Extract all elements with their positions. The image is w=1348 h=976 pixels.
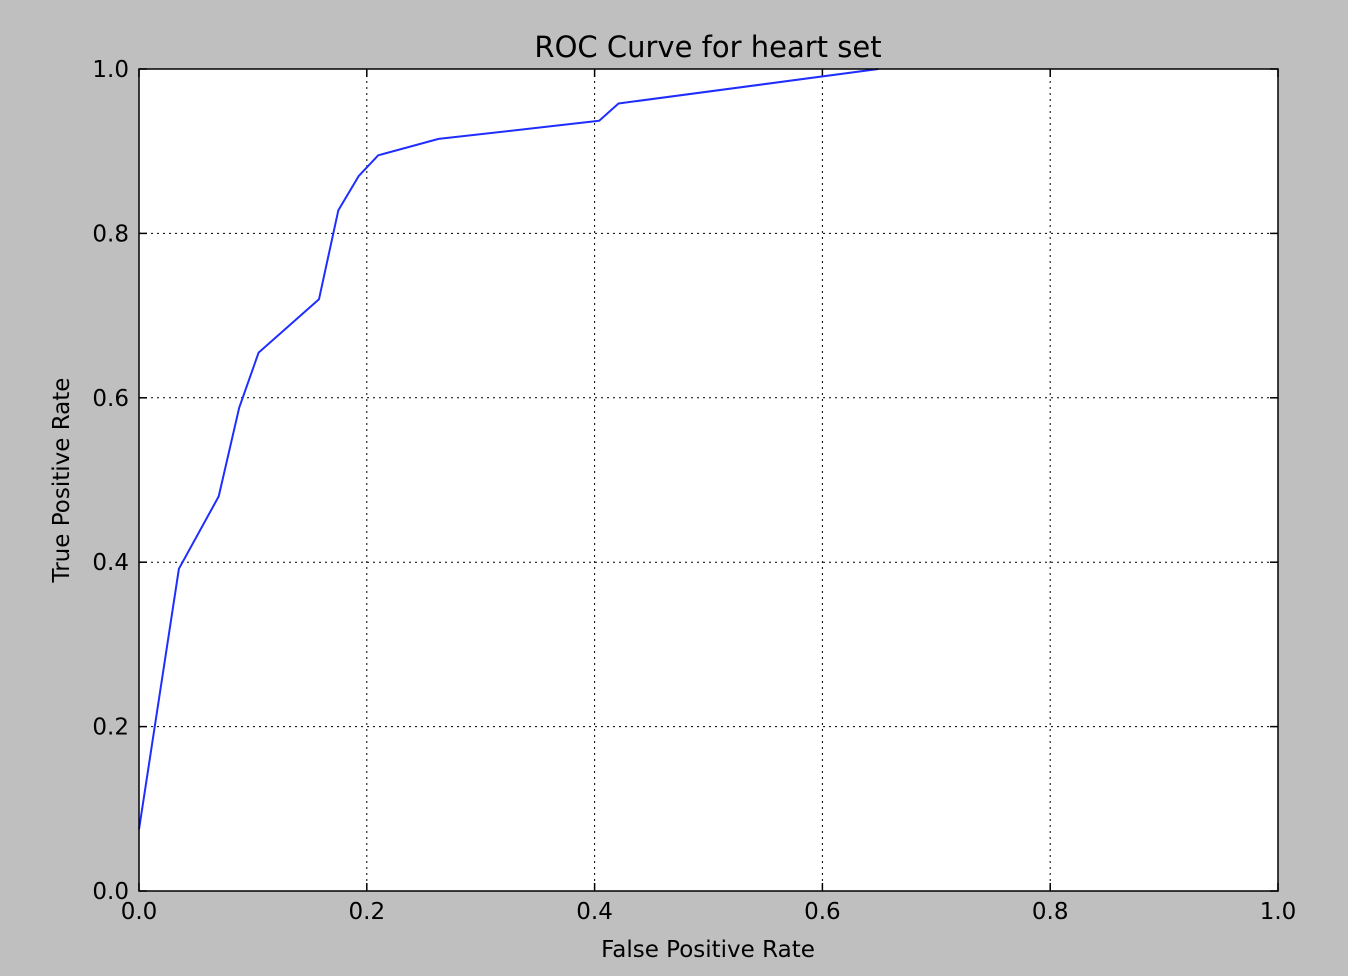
plot-frame	[138, 68, 1279, 892]
y-tick-labels: 0.0 0.2 0.4 0.6 0.8 1.0	[92, 57, 129, 905]
y-tick-label: 0.8	[92, 221, 129, 247]
x-tick-label: 0.8	[1032, 899, 1069, 925]
x-axis-label: False Positive Rate	[601, 937, 815, 963]
grid-lines	[139, 69, 1278, 891]
x-tick-label: 0.6	[804, 899, 841, 925]
y-tick-label: 0.0	[92, 879, 129, 905]
x-tick-label: 1.0	[1260, 899, 1297, 925]
y-tick-label: 0.2	[92, 715, 129, 741]
plot-area	[139, 69, 1278, 891]
x-tick-labels: 0.0 0.2 0.4 0.6 0.8 1.0	[121, 899, 1297, 925]
y-tick-label: 0.6	[92, 386, 129, 412]
series-layer	[138, 68, 879, 830]
x-tick-label: 0.4	[576, 899, 613, 925]
y-axis-label: True Positive Rate	[49, 378, 75, 584]
x-tick-label: 0.0	[121, 899, 158, 925]
x-tick-label: 0.2	[349, 899, 386, 925]
roc-curve-line	[138, 68, 879, 830]
y-tick-label: 1.0	[92, 57, 129, 83]
y-tick-label: 0.4	[92, 550, 129, 576]
chart-title: ROC Curve for heart set	[534, 30, 881, 64]
